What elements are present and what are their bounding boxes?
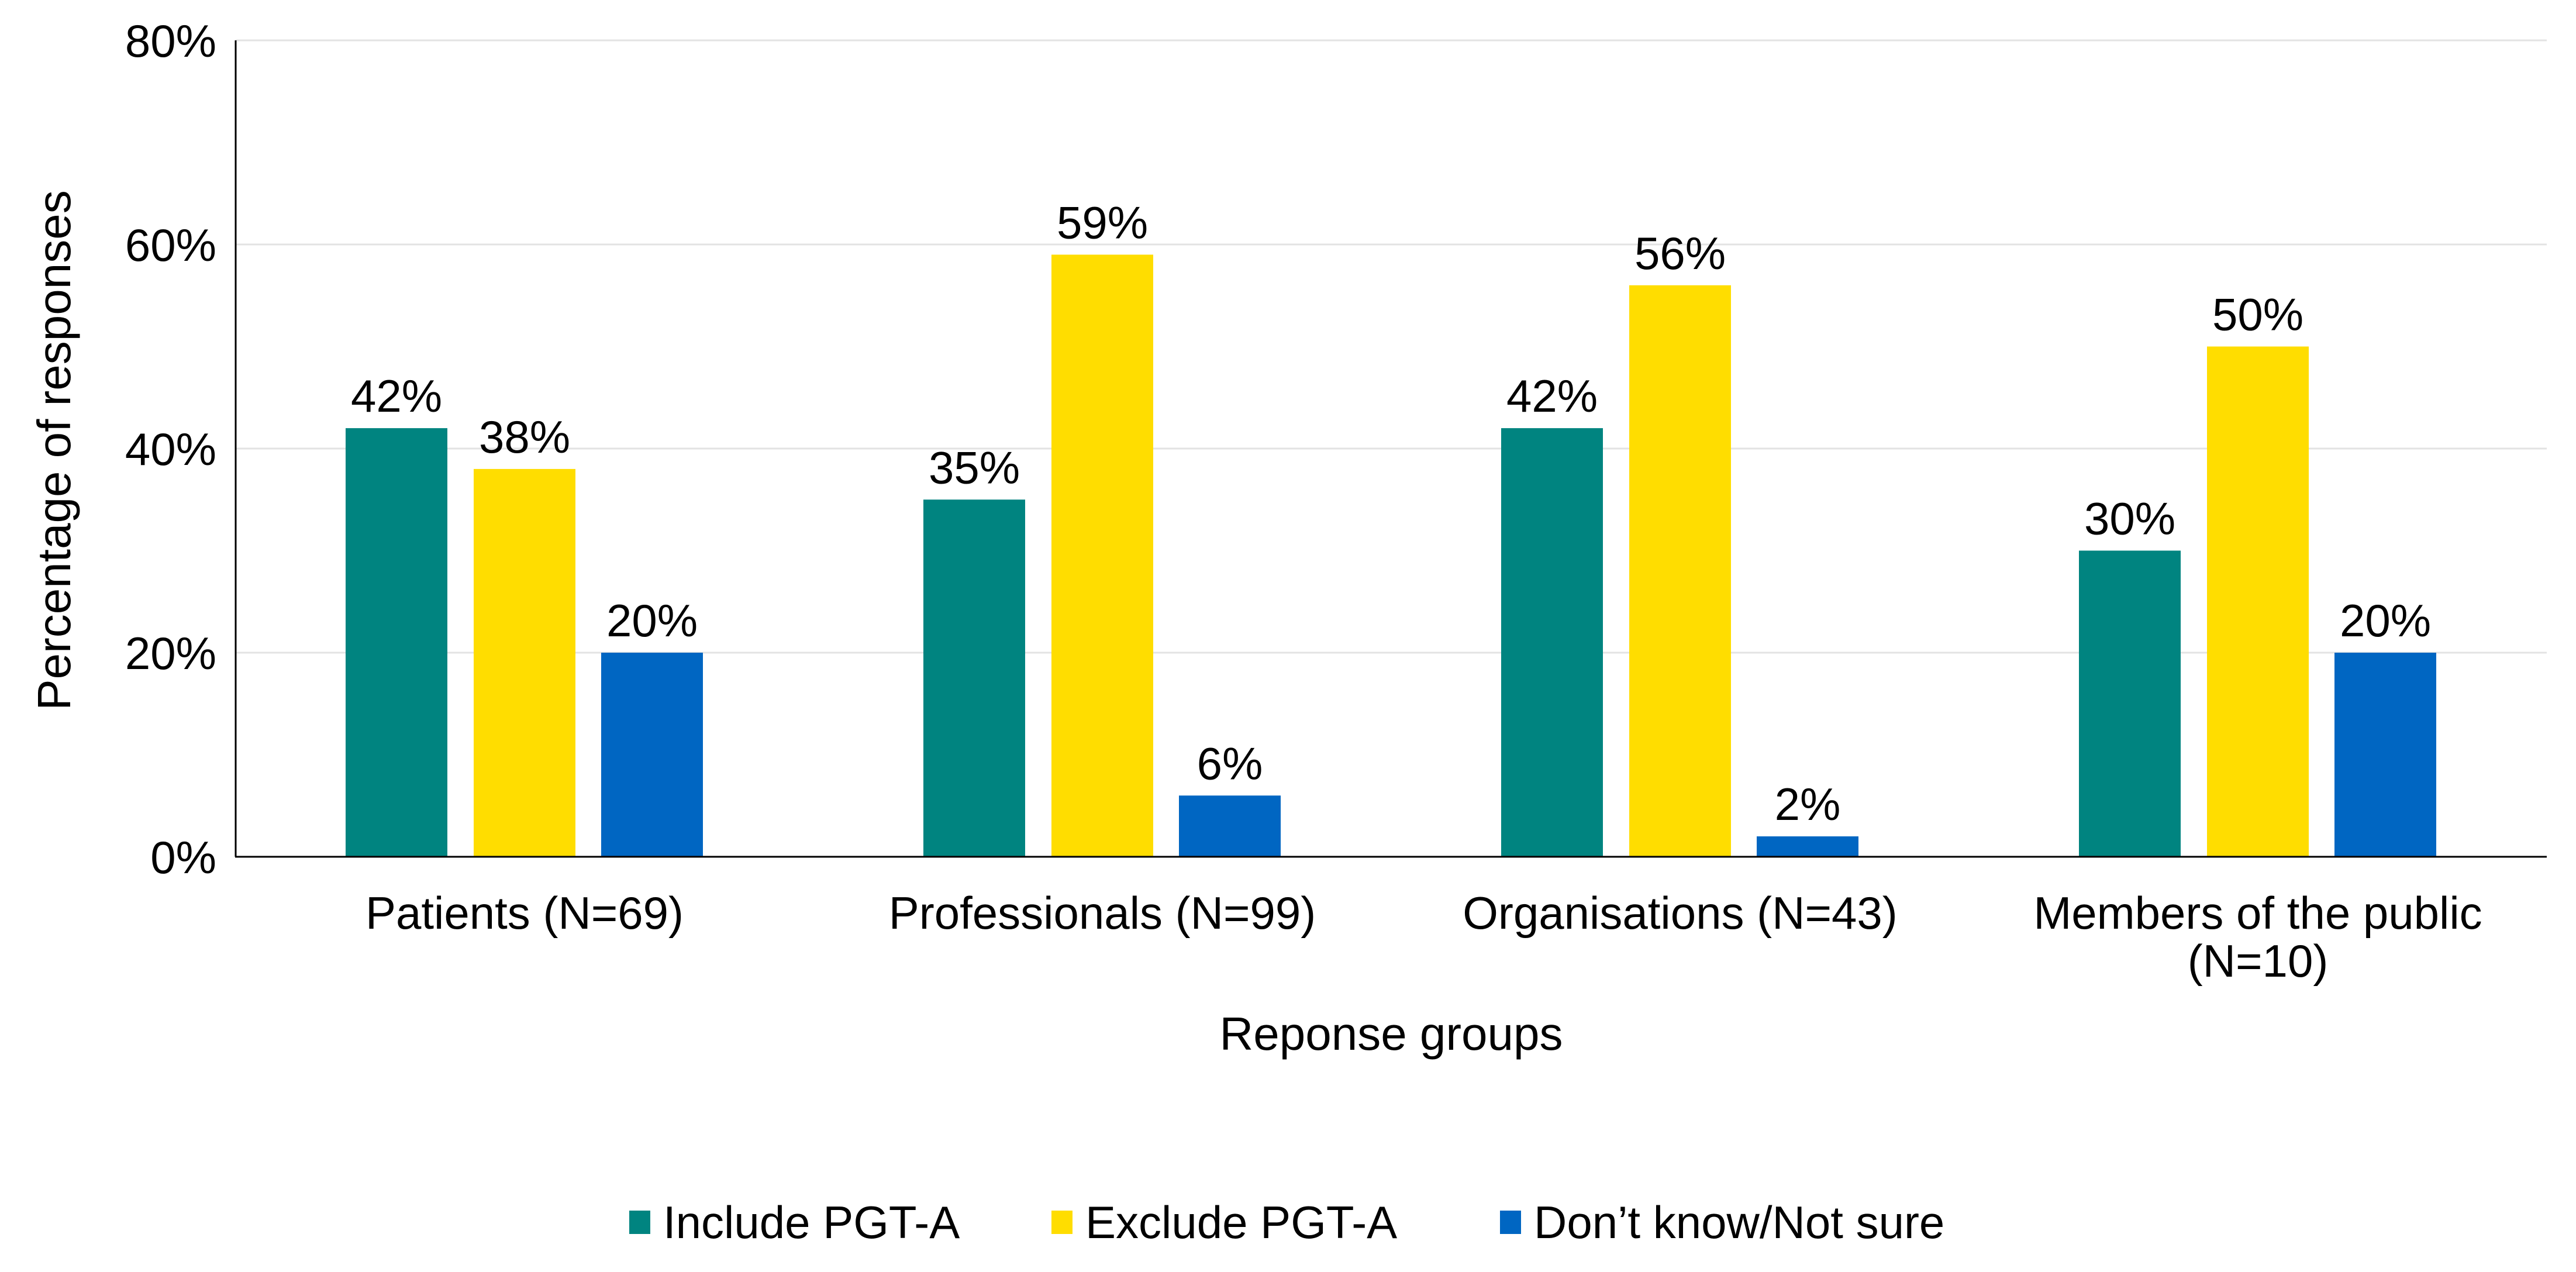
x-axis-categories: Patients (N=69) Professionals (N=99) Organ… xyxy=(365,887,2482,987)
bar xyxy=(346,428,447,857)
bar xyxy=(1501,428,1603,857)
data-label: 6% xyxy=(1197,737,1263,789)
legend-item: Exclude PGT-A xyxy=(1051,1197,1397,1248)
y-tick-label: 60% xyxy=(125,219,216,271)
data-label: 42% xyxy=(1506,370,1598,422)
data-label: 35% xyxy=(929,442,1020,493)
legend-swatch xyxy=(1500,1211,1521,1234)
y-axis-ticks: 0% 20% 40% 60% 80% xyxy=(125,15,216,883)
x-category-label: Organisations (N=43) xyxy=(1463,887,1898,939)
data-label: 42% xyxy=(351,370,442,422)
legend-swatch xyxy=(629,1211,650,1234)
data-label: 30% xyxy=(2084,493,2175,544)
y-tick-label: 20% xyxy=(125,628,216,679)
x-category-label: Patients (N=69) xyxy=(365,887,684,939)
x-category-label: Professionals (N=99) xyxy=(889,887,1316,939)
bar xyxy=(1051,254,1153,857)
bar xyxy=(2207,346,2309,857)
data-label: 50% xyxy=(2212,289,2303,340)
data-label: 2% xyxy=(1775,778,1841,830)
legend-label: Don’t know/Not sure xyxy=(1534,1197,1944,1248)
gridlines xyxy=(236,39,2547,654)
legend-item: Include PGT-A xyxy=(629,1197,960,1248)
bar xyxy=(601,653,703,857)
data-label: 20% xyxy=(2340,595,2431,646)
y-axis-title: Percentage of responses xyxy=(28,190,80,710)
legend-item: Don’t know/Not sure xyxy=(1500,1197,1944,1248)
bar xyxy=(923,499,1025,857)
bar xyxy=(1179,795,1281,857)
x-category-label: (N=10) xyxy=(2188,935,2329,987)
data-labels: 42% 38% 20% 35% 59% 6% 42% 56% 2% 30% 50% 20% xyxy=(351,197,2431,830)
data-label: 38% xyxy=(479,411,570,463)
legend: Include PGT-A Exclude PGT-A Don’t know/Not… xyxy=(629,1197,1944,1248)
x-category-label: Members of the public xyxy=(2033,887,2482,939)
legend-label: Include PGT-A xyxy=(663,1197,960,1248)
y-tick-label: 0% xyxy=(150,832,216,883)
legend-swatch xyxy=(1051,1211,1073,1234)
bar xyxy=(2079,550,2181,857)
bar xyxy=(2334,653,2436,857)
bar xyxy=(474,468,575,857)
bar xyxy=(1629,285,1731,857)
y-tick-label: 80% xyxy=(125,15,216,67)
data-label: 56% xyxy=(1634,227,1726,279)
x-axis-title: Reponse groups xyxy=(1219,1008,1563,1060)
y-tick-label: 40% xyxy=(125,423,216,475)
bars xyxy=(346,254,2436,857)
data-label: 20% xyxy=(606,595,698,646)
data-label: 59% xyxy=(1057,197,1148,248)
legend-label: Exclude PGT-A xyxy=(1085,1197,1397,1248)
bar xyxy=(1757,836,1858,857)
